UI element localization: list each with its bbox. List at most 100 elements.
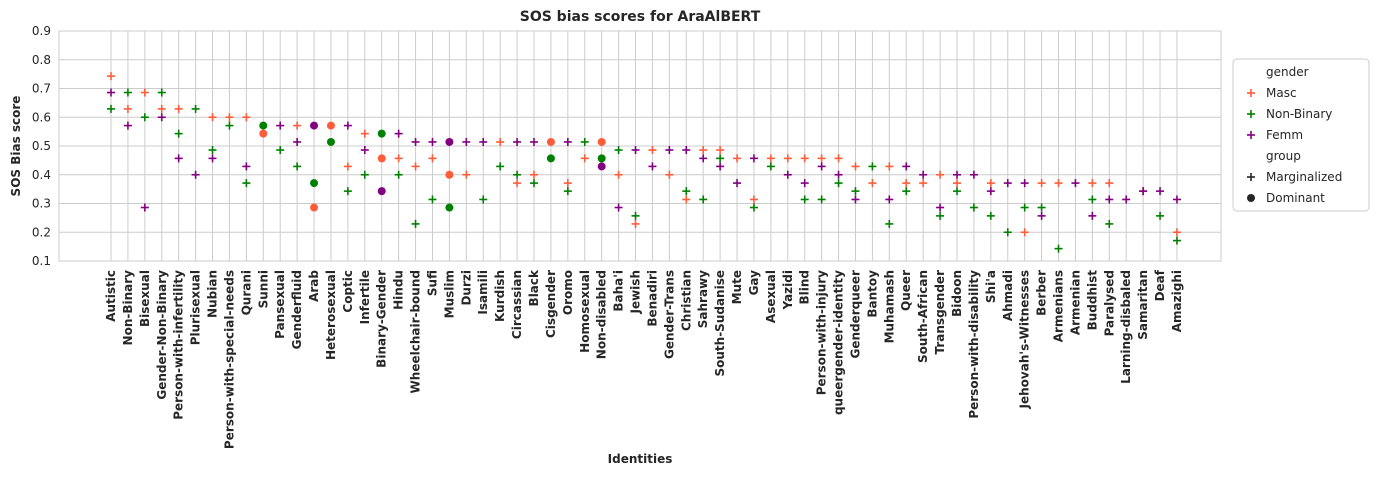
x-tick-label: Berber [1035,270,1049,316]
non-binary-point [1037,203,1046,212]
x-tick-label: Kurdish [493,270,507,322]
masc-point [394,154,403,163]
x-tick-label: Bisexual [138,270,152,327]
femm-point [851,195,860,204]
x-tick-label: Muhamash [882,270,896,343]
x-tick-label: Benadiri [645,270,659,327]
legend-marker-femm [1247,131,1255,139]
x-tick-label: Heterosexual [324,270,338,360]
femm-point [208,154,217,163]
x-tick-label: Mute [730,270,744,304]
x-tick-label: Samaritan [1136,270,1150,340]
masc-point [902,179,911,188]
femm-point [428,137,437,146]
femm-point [1105,195,1114,204]
femm-point [682,146,691,155]
femm-point [377,187,386,196]
legend-marker-non-binary [1247,110,1255,118]
non-binary-point [513,170,522,179]
non-binary-point [851,187,860,196]
non-binary-point [445,203,454,212]
non-binary-point [546,154,555,163]
non-binary-point [936,211,945,220]
x-tick-label: Deaf [1153,269,1167,301]
femm-point [614,203,623,212]
x-tick-label: Gender-Non-Binary [155,270,169,400]
non-binary-point [986,211,995,220]
femm-point [563,137,572,146]
masc-point [834,154,843,163]
non-binary-point [749,203,758,212]
masc-point [597,137,606,146]
femm-point [174,154,183,163]
non-binary-point [191,104,200,113]
masc-point [631,219,640,228]
non-binary-point [360,170,369,179]
non-binary-point [1003,228,1012,237]
masc-point [817,154,826,163]
non-binary-point [766,162,775,171]
y-tick-label: 0.6 [32,110,51,124]
femm-point [360,146,369,155]
non-binary-point [428,195,437,204]
x-tick-label: Wheelchair-bound [409,270,423,393]
masc-point [563,179,572,188]
non-binary-point [699,195,708,204]
x-tick-label: Non-Binary [121,270,135,346]
non-binary-point [293,162,302,171]
femm-point [1139,187,1148,196]
x-tick-label: Person-with-special-needs [222,270,236,449]
grid [59,30,1221,262]
x-tick-label: Person-with-infertility [172,270,186,420]
femm-point [969,170,978,179]
non-binary-point [1172,236,1181,245]
femm-point [107,88,115,97]
masc-point [682,195,691,204]
femm-point [140,203,149,212]
masc-point [919,179,928,188]
x-tick-label: Homosexual [578,270,592,353]
non-binary-point [1054,244,1063,253]
x-tick-label: Sunni [256,270,270,308]
x-tick-label: Buddhist [1085,270,1099,331]
femm-point [310,121,319,130]
masc-point [868,179,877,188]
masc-point [513,179,522,188]
x-tick-label: Genderfluid [290,270,304,349]
x-tick-label: Sufi [425,270,439,296]
femm-point [1003,179,1012,188]
femm-point [953,170,961,179]
masc-point [225,113,234,122]
femm-point [902,162,911,171]
y-tick-label: 0.1 [32,254,51,268]
x-tick-label: Jehovah's-Witnesses [1018,270,1032,409]
masc-point [936,170,945,179]
data-points [107,72,1181,253]
non-binary-point [140,113,149,122]
x-tick-label: Asexual [764,270,778,323]
masc-point [800,154,809,163]
non-binary-point [157,88,166,97]
masc-point [259,129,268,138]
x-tick-label: Bidoon [950,270,964,317]
femm-point [530,137,538,146]
femm-point [411,137,420,146]
masc-point [783,154,792,163]
legend-marker-marginalized [1247,173,1255,181]
x-tick-label: Coptic [341,270,355,313]
masc-point [411,162,420,171]
masc-point [445,170,454,179]
femm-point [1037,211,1046,220]
x-tick-label: Hindu [392,270,406,310]
x-tick-label: Non-disabled [595,270,609,359]
legend-style-title: group [1266,149,1301,163]
masc-point [174,104,183,113]
femm-point [648,162,657,171]
femm-point [749,154,758,163]
x-tick-label: Baha'i [612,270,626,312]
x-tick-label: Person-with-injury [815,270,829,395]
non-binary-point [834,179,843,188]
masc-point [766,154,775,163]
masc-point [157,104,166,113]
femm-point [885,195,894,204]
